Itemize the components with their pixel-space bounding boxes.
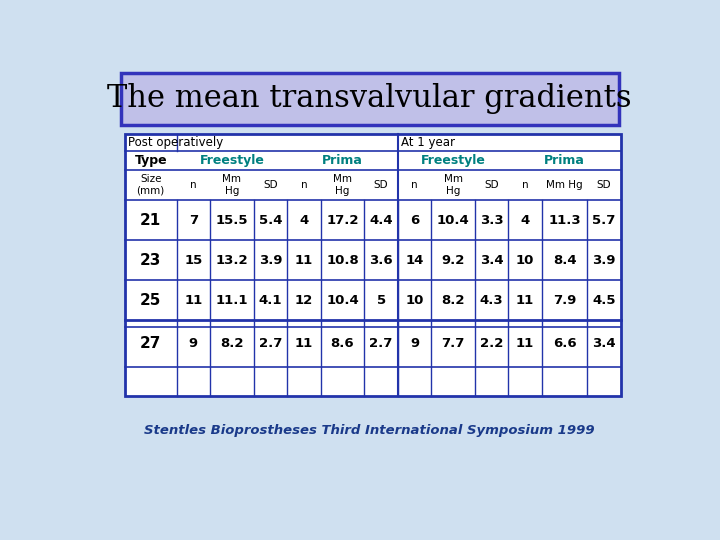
Text: 11: 11 <box>516 337 534 350</box>
Text: 15: 15 <box>184 254 202 267</box>
Text: 21: 21 <box>140 213 161 228</box>
Text: 8.4: 8.4 <box>553 254 577 267</box>
Text: Mm
Hg: Mm Hg <box>444 174 463 195</box>
Text: 4.1: 4.1 <box>258 294 282 307</box>
Text: 11: 11 <box>294 337 313 350</box>
Text: 8.2: 8.2 <box>441 294 465 307</box>
Text: 9: 9 <box>189 337 198 350</box>
Text: Mm
Hg: Mm Hg <box>222 174 241 195</box>
Text: n: n <box>190 180 197 190</box>
Text: 10.8: 10.8 <box>326 254 359 267</box>
Text: Prima: Prima <box>322 154 363 167</box>
Text: SD: SD <box>485 180 499 190</box>
Text: 3.9: 3.9 <box>258 254 282 267</box>
Text: 10: 10 <box>405 294 423 307</box>
Text: 7.7: 7.7 <box>441 337 465 350</box>
Text: 12: 12 <box>294 294 313 307</box>
Text: 11: 11 <box>294 254 313 267</box>
Text: SD: SD <box>263 180 278 190</box>
Text: 15.5: 15.5 <box>215 214 248 227</box>
Text: 4.4: 4.4 <box>369 214 393 227</box>
Text: Size
(mm): Size (mm) <box>137 174 165 195</box>
Text: 13.2: 13.2 <box>215 254 248 267</box>
Text: 10.4: 10.4 <box>326 294 359 307</box>
Text: 6.6: 6.6 <box>553 337 577 350</box>
Text: 11.3: 11.3 <box>549 214 581 227</box>
Text: 3.4: 3.4 <box>593 337 616 350</box>
Text: n: n <box>300 180 307 190</box>
Text: 17.2: 17.2 <box>326 214 359 227</box>
Text: The mean transvalvular gradients: The mean transvalvular gradients <box>107 83 632 114</box>
Text: 9.2: 9.2 <box>441 254 465 267</box>
Text: 9: 9 <box>410 337 419 350</box>
Text: 11.1: 11.1 <box>215 294 248 307</box>
Text: Mm
Hg: Mm Hg <box>333 174 352 195</box>
Bar <box>125 134 621 396</box>
Text: 23: 23 <box>140 253 161 268</box>
Text: 4.5: 4.5 <box>593 294 616 307</box>
Text: Type: Type <box>135 154 167 167</box>
Text: Freestyle: Freestyle <box>420 154 485 167</box>
Text: 2.7: 2.7 <box>258 337 282 350</box>
Text: Freestyle: Freestyle <box>199 154 264 167</box>
Text: Prima: Prima <box>544 154 585 167</box>
Text: 7.9: 7.9 <box>553 294 576 307</box>
Text: 8.2: 8.2 <box>220 337 243 350</box>
Text: 27: 27 <box>140 336 161 351</box>
Text: 5: 5 <box>377 294 386 307</box>
Text: 14: 14 <box>405 254 423 267</box>
Text: 8.6: 8.6 <box>330 337 354 350</box>
Text: Post operatively: Post operatively <box>128 136 223 149</box>
Text: n: n <box>411 180 418 190</box>
Text: 2.2: 2.2 <box>480 337 503 350</box>
Text: 3.4: 3.4 <box>480 254 503 267</box>
Text: 4: 4 <box>300 214 308 227</box>
Text: 3.3: 3.3 <box>480 214 503 227</box>
Text: SD: SD <box>374 180 388 190</box>
Text: 25: 25 <box>140 293 161 308</box>
Text: 4: 4 <box>521 214 530 227</box>
Text: 11: 11 <box>184 294 202 307</box>
Text: 5.7: 5.7 <box>593 214 616 227</box>
Text: 10: 10 <box>516 254 534 267</box>
Text: 2.7: 2.7 <box>369 337 393 350</box>
Text: Mm Hg: Mm Hg <box>546 180 583 190</box>
Text: 10.4: 10.4 <box>437 214 469 227</box>
Text: 3.9: 3.9 <box>593 254 616 267</box>
Text: 7: 7 <box>189 214 198 227</box>
Text: 11: 11 <box>516 294 534 307</box>
Text: 6: 6 <box>410 214 419 227</box>
Text: 5.4: 5.4 <box>258 214 282 227</box>
Bar <box>121 72 618 125</box>
Text: SD: SD <box>597 180 611 190</box>
Text: n: n <box>522 180 528 190</box>
Text: 3.6: 3.6 <box>369 254 393 267</box>
Text: 4.3: 4.3 <box>480 294 503 307</box>
Text: Stentles Bioprostheses Third International Symposium 1999: Stentles Bioprostheses Third Internation… <box>144 424 594 437</box>
Text: At 1 year: At 1 year <box>401 136 455 149</box>
